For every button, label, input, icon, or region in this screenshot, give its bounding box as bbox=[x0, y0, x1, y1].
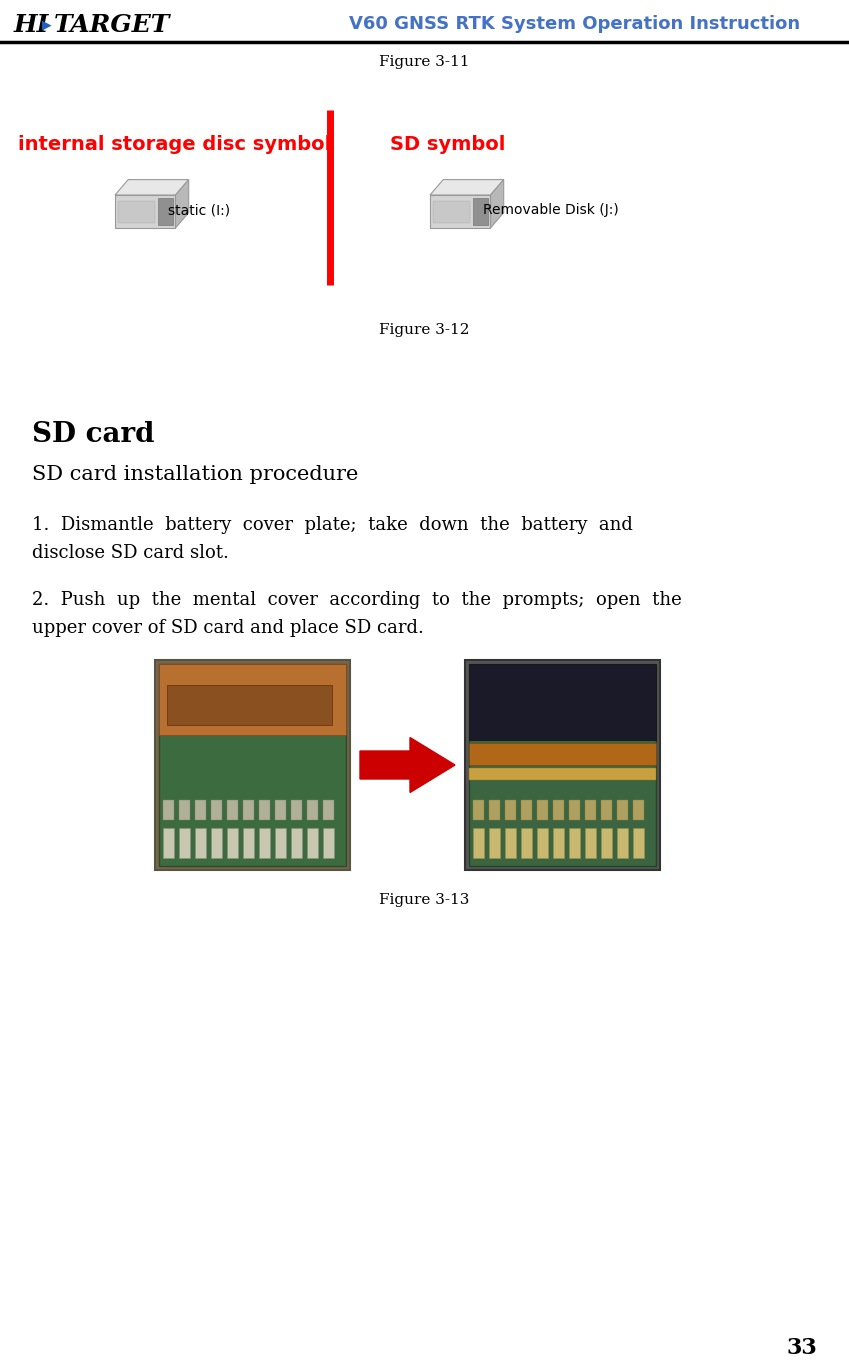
Bar bbox=[473, 800, 484, 820]
Bar bbox=[505, 800, 516, 820]
Text: static (I:): static (I:) bbox=[168, 203, 230, 217]
Bar bbox=[489, 829, 500, 859]
Bar bbox=[585, 829, 596, 859]
Bar bbox=[275, 800, 286, 820]
Text: 1.  Dismantle  battery  cover  plate;  take  down  the  battery  and: 1. Dismantle battery cover plate; take d… bbox=[32, 516, 633, 534]
Text: 33: 33 bbox=[786, 1336, 817, 1360]
Polygon shape bbox=[491, 180, 503, 228]
Bar bbox=[617, 829, 628, 859]
Bar bbox=[489, 800, 500, 820]
Bar bbox=[601, 829, 612, 859]
Bar bbox=[211, 800, 222, 820]
Bar bbox=[179, 829, 190, 859]
Bar bbox=[167, 685, 332, 725]
Bar bbox=[537, 829, 548, 859]
Bar bbox=[553, 829, 564, 859]
Bar bbox=[275, 829, 286, 859]
Bar bbox=[465, 661, 660, 870]
Bar bbox=[569, 800, 580, 820]
Bar bbox=[323, 800, 334, 820]
Bar bbox=[179, 800, 190, 820]
Text: Removable Disk (J:): Removable Disk (J:) bbox=[483, 203, 619, 217]
Bar bbox=[163, 829, 174, 859]
Bar bbox=[195, 829, 206, 859]
Bar bbox=[291, 829, 302, 859]
Bar bbox=[159, 663, 346, 734]
Bar bbox=[521, 800, 532, 820]
Text: 2.  Push  up  the  mental  cover  according  to  the  prompts;  open  the: 2. Push up the mental cover according to… bbox=[32, 591, 682, 609]
Bar bbox=[469, 663, 656, 740]
Text: SD card: SD card bbox=[32, 422, 155, 449]
Text: Figure 3-11: Figure 3-11 bbox=[379, 55, 469, 70]
Bar bbox=[505, 829, 516, 859]
Bar bbox=[163, 800, 174, 820]
Bar bbox=[601, 800, 612, 820]
Bar bbox=[243, 829, 254, 859]
Bar bbox=[155, 661, 350, 870]
Polygon shape bbox=[115, 180, 188, 195]
Bar bbox=[537, 800, 548, 820]
FancyArrow shape bbox=[360, 737, 455, 793]
Polygon shape bbox=[176, 180, 188, 228]
Bar bbox=[227, 829, 238, 859]
Bar bbox=[430, 195, 491, 228]
Bar bbox=[585, 800, 596, 820]
Text: TARGET: TARGET bbox=[54, 14, 171, 37]
Bar bbox=[159, 663, 346, 865]
Text: Figure 3-12: Figure 3-12 bbox=[379, 324, 469, 337]
Bar bbox=[195, 800, 206, 820]
Bar bbox=[259, 800, 270, 820]
Text: Figure 3-13: Figure 3-13 bbox=[379, 893, 469, 906]
Bar bbox=[211, 829, 222, 859]
Bar bbox=[243, 800, 254, 820]
Bar bbox=[469, 743, 656, 764]
Bar bbox=[158, 198, 173, 225]
Text: upper cover of SD card and place SD card.: upper cover of SD card and place SD card… bbox=[32, 618, 424, 637]
Text: V60 GNSS RTK System Operation Instruction: V60 GNSS RTK System Operation Instructio… bbox=[349, 15, 800, 33]
Bar bbox=[291, 800, 302, 820]
Bar bbox=[473, 829, 484, 859]
Bar bbox=[469, 768, 656, 779]
Bar bbox=[633, 829, 644, 859]
Bar bbox=[259, 829, 270, 859]
Bar bbox=[569, 829, 580, 859]
Text: ▶: ▶ bbox=[42, 19, 52, 31]
Bar bbox=[521, 829, 532, 859]
Bar bbox=[307, 829, 318, 859]
Bar bbox=[617, 800, 628, 820]
Bar bbox=[227, 800, 238, 820]
Text: SD symbol: SD symbol bbox=[390, 135, 505, 154]
Bar bbox=[553, 800, 564, 820]
Bar bbox=[469, 663, 656, 865]
Text: SD card installation procedure: SD card installation procedure bbox=[32, 465, 358, 485]
Text: disclose SD card slot.: disclose SD card slot. bbox=[32, 545, 229, 562]
Bar bbox=[473, 198, 488, 225]
Bar bbox=[633, 800, 644, 820]
Bar bbox=[433, 201, 469, 222]
Text: internal storage disc symbol: internal storage disc symbol bbox=[18, 135, 331, 154]
Polygon shape bbox=[430, 180, 503, 195]
Bar bbox=[118, 201, 155, 222]
Text: HI: HI bbox=[14, 14, 49, 37]
Bar bbox=[307, 800, 318, 820]
Bar bbox=[115, 195, 176, 228]
Bar bbox=[323, 829, 334, 859]
